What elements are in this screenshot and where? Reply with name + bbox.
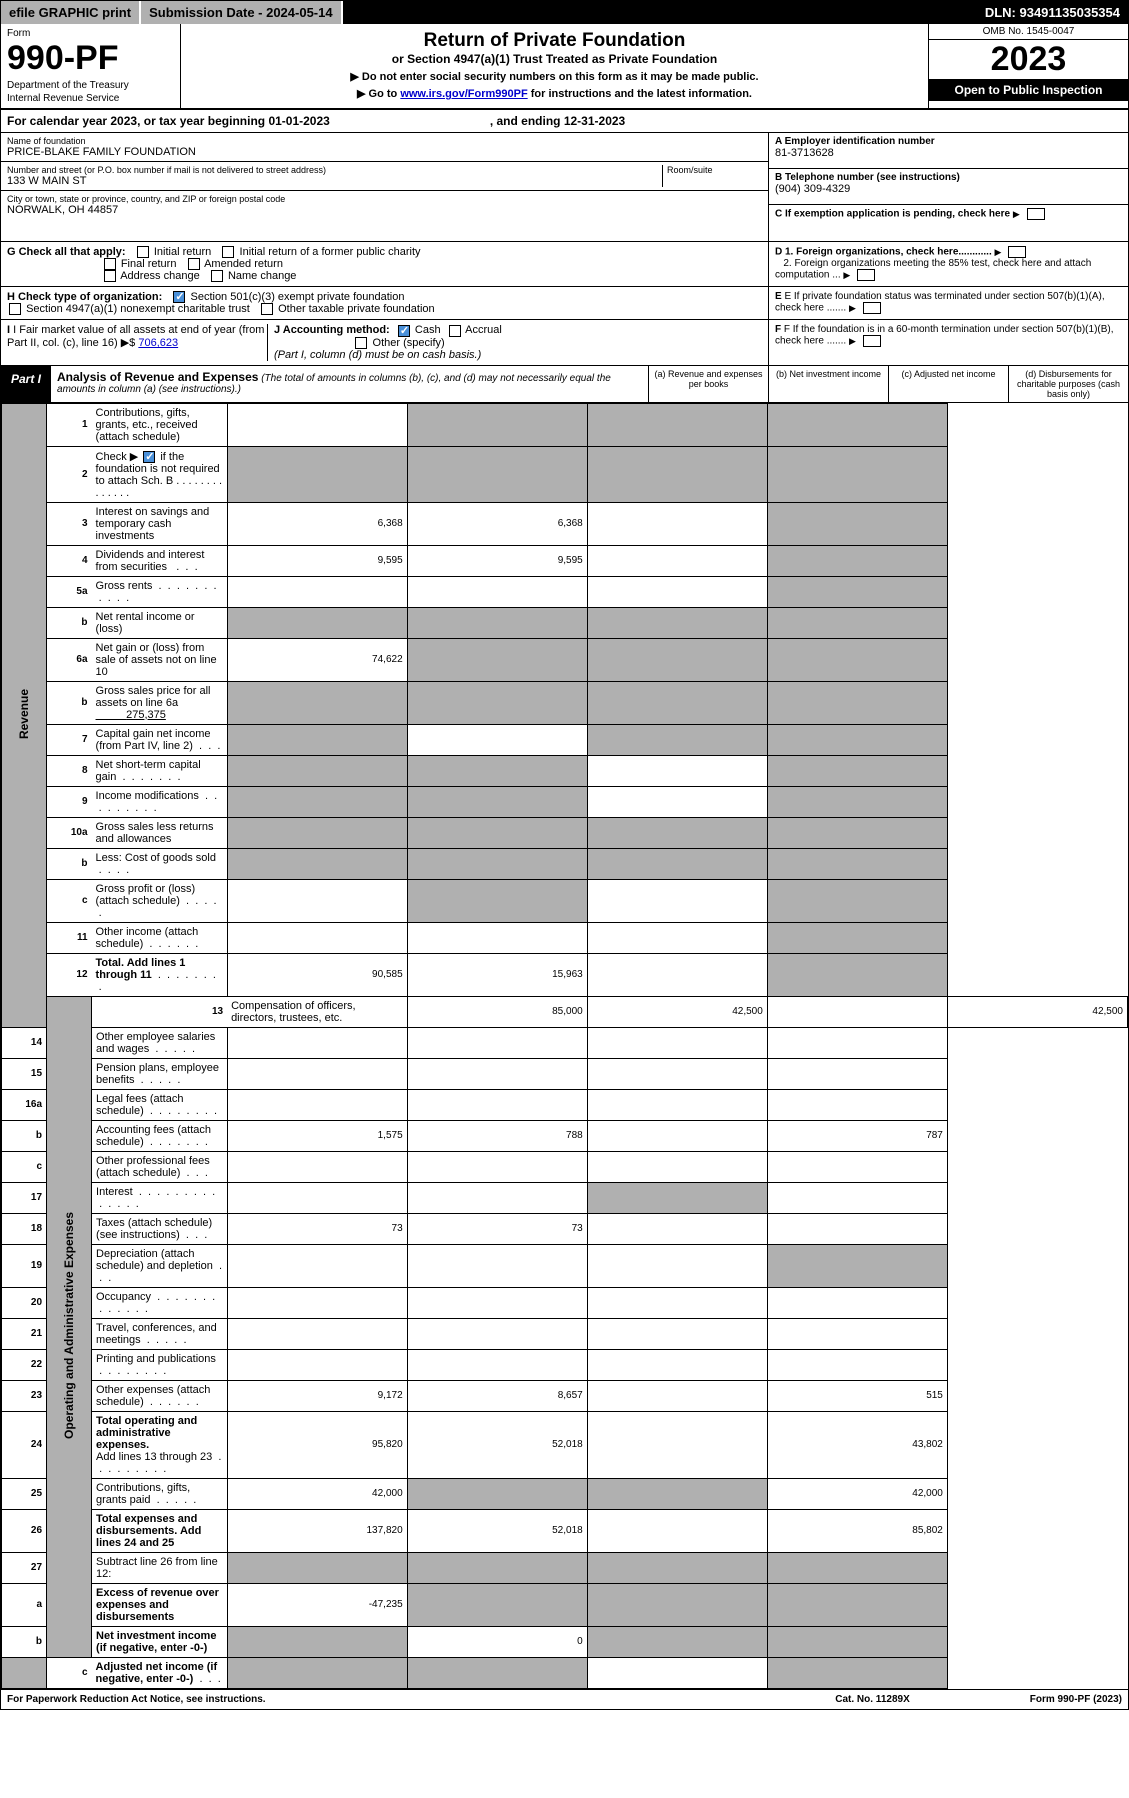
- checkbox-other-taxable[interactable]: [261, 303, 273, 315]
- revenue-section-label: Revenue: [17, 689, 31, 739]
- phone-label: B Telephone number (see instructions): [775, 172, 1122, 183]
- form-title: Return of Private Foundation: [187, 30, 922, 52]
- dln: DLN: 93491135035354: [977, 1, 1128, 24]
- g-section: G Check all that apply: Initial return I…: [1, 242, 768, 286]
- form-header: Form 990-PF Department of the Treasury I…: [1, 24, 1128, 110]
- submission-date: Submission Date - 2024-05-14: [141, 1, 343, 24]
- part1-table: Revenue 1Contributions, gifts, grants, e…: [1, 403, 1128, 1689]
- checkbox-addr-change[interactable]: [104, 270, 116, 282]
- dept-treasury: Department of the Treasury: [7, 80, 174, 91]
- foundation-name: PRICE-BLAKE FAMILY FOUNDATION: [7, 146, 762, 158]
- arrow-icon: [1013, 209, 1023, 220]
- note-goto: ▶ Go to www.irs.gov/Form990PF for instru…: [187, 87, 922, 100]
- addr-label: Number and street (or P.O. box number if…: [7, 165, 662, 175]
- checkbox-d1[interactable]: [1008, 246, 1026, 258]
- checkbox-other-method[interactable]: [355, 337, 367, 349]
- checkbox-accrual[interactable]: [449, 325, 461, 337]
- col-d-header: (d) Disbursements for charitable purpose…: [1008, 366, 1128, 402]
- ij-section: I I Fair market value of all assets at e…: [1, 320, 768, 364]
- note-ssn: ▶ Do not enter social security numbers o…: [187, 70, 922, 83]
- tax-year: 2023: [929, 40, 1128, 79]
- checkbox-schb[interactable]: [143, 451, 155, 463]
- form-label: Form: [7, 28, 174, 39]
- calendar-year-row: For calendar year 2023, or tax year begi…: [1, 110, 1128, 133]
- part1-header: Part I Analysis of Revenue and Expenses …: [1, 366, 1128, 403]
- page-footer: For Paperwork Reduction Act Notice, see …: [1, 1689, 1128, 1709]
- checkbox-501c3[interactable]: [173, 291, 185, 303]
- topbar: efile GRAPHIC print Submission Date - 20…: [1, 1, 1128, 24]
- room-label: Room/suite: [667, 165, 762, 175]
- ein-value: 81-3713628: [775, 147, 1122, 159]
- checkbox-f[interactable]: [863, 335, 881, 347]
- arrow-icon: [843, 270, 853, 281]
- paperwork-notice: For Paperwork Reduction Act Notice, see …: [7, 1694, 266, 1705]
- city-state-zip: NORWALK, OH 44857: [7, 204, 762, 216]
- irs-link[interactable]: www.irs.gov/Form990PF: [400, 88, 527, 100]
- col-c-header: (c) Adjusted net income: [888, 366, 1008, 402]
- checkbox-initial[interactable]: [137, 246, 149, 258]
- city-label: City or town, state or province, country…: [7, 194, 762, 204]
- d-section: D 1. Foreign organizations, check here..…: [768, 242, 1128, 286]
- checkbox-4947[interactable]: [9, 303, 21, 315]
- street-address: 133 W MAIN ST: [7, 175, 662, 187]
- col-b-header: (b) Net investment income: [768, 366, 888, 402]
- dept-irs: Internal Revenue Service: [7, 93, 174, 104]
- ein-label: A Employer identification number: [775, 136, 1122, 147]
- checkbox-initial-former[interactable]: [222, 246, 234, 258]
- checkbox-final[interactable]: [104, 258, 116, 270]
- expenses-section-label: Operating and Administrative Expenses: [62, 1212, 76, 1439]
- arrow-icon: [849, 336, 859, 347]
- open-public: Open to Public Inspection: [929, 79, 1128, 101]
- arrow-icon: [995, 247, 1005, 258]
- form-subtitle: or Section 4947(a)(1) Trust Treated as P…: [187, 52, 922, 66]
- efile-label[interactable]: efile GRAPHIC print: [1, 1, 141, 24]
- cat-number: Cat. No. 11289X: [835, 1694, 909, 1705]
- col-a-header: (a) Revenue and expenses per books: [648, 366, 768, 402]
- checkbox-c[interactable]: [1027, 208, 1045, 220]
- checkbox-cash[interactable]: [398, 325, 410, 337]
- checkbox-amended[interactable]: [188, 258, 200, 270]
- part1-label: Part I: [1, 366, 51, 402]
- omb-number: OMB No. 1545-0047: [929, 24, 1128, 40]
- checkbox-e[interactable]: [863, 302, 881, 314]
- exemption-label: C If exemption application is pending, c…: [775, 209, 1010, 220]
- f-section: F F If the foundation is in a 60-month t…: [768, 320, 1128, 364]
- checkbox-name-change[interactable]: [211, 270, 223, 282]
- arrow-icon: [849, 303, 859, 314]
- phone-value: (904) 309-4329: [775, 183, 1122, 195]
- checkbox-d2[interactable]: [857, 269, 875, 281]
- fmv-value[interactable]: 706,623: [138, 337, 178, 349]
- gross-sales-price: 275,375: [126, 709, 166, 721]
- identification-block: Name of foundation PRICE-BLAKE FAMILY FO…: [1, 133, 1128, 242]
- form-ref: Form 990-PF (2023): [1030, 1694, 1122, 1705]
- name-label: Name of foundation: [7, 136, 762, 146]
- h-section: H Check type of organization: Section 50…: [1, 287, 768, 319]
- e-section: E E If private foundation status was ter…: [768, 287, 1128, 319]
- form-number: 990-PF: [7, 39, 174, 78]
